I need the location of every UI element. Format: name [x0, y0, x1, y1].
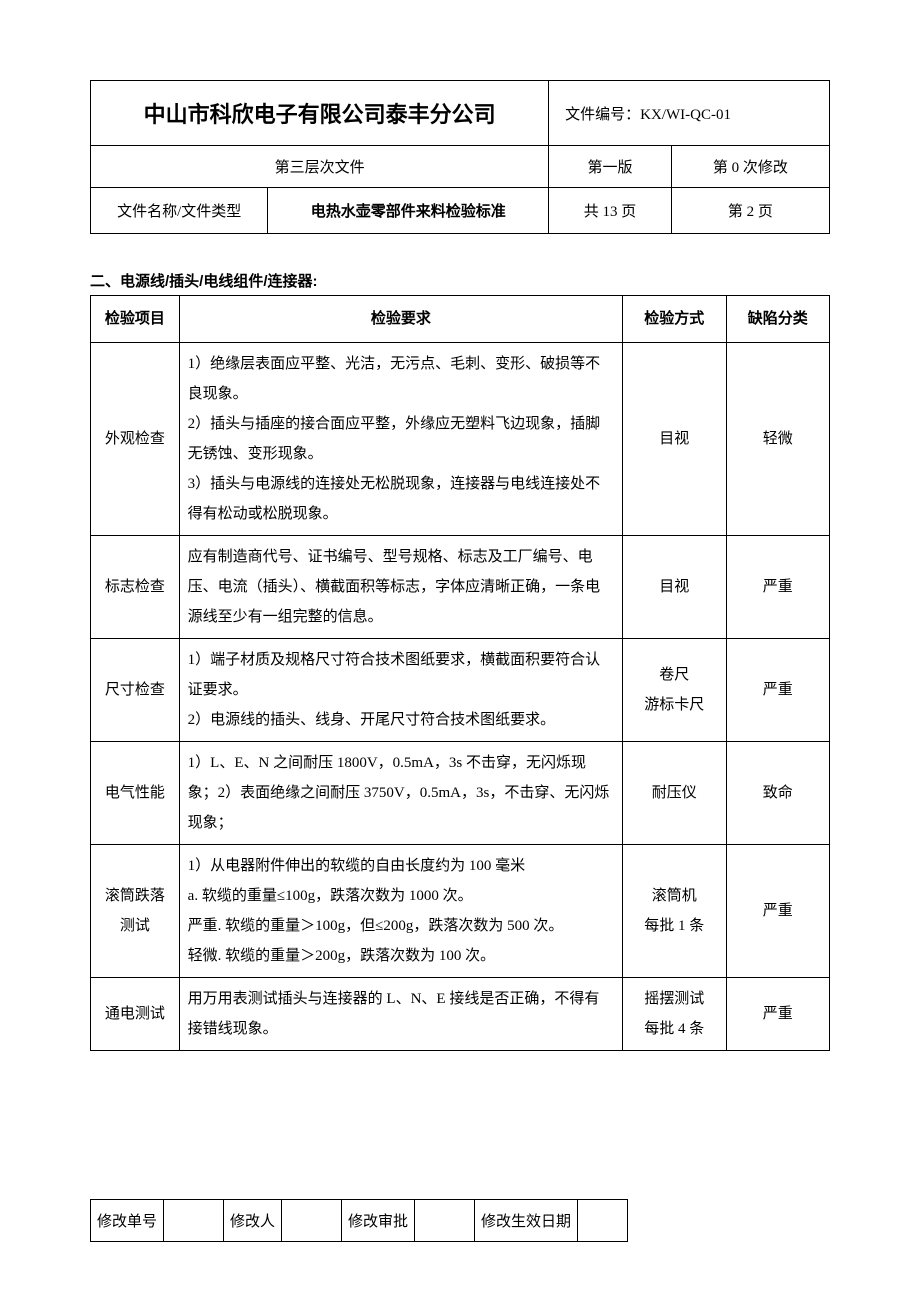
cell-method: 目视: [623, 343, 726, 536]
cell-defect: 严重: [726, 845, 829, 978]
cell-method: 卷尺 游标卡尺: [623, 639, 726, 742]
company-name: 中山市科欣电子有限公司泰丰分公司: [91, 81, 549, 146]
cell-requirement: 1）L、E、N 之间耐压 1800V，0.5mA，3s 不击穿，无闪烁现象；2）…: [179, 742, 622, 845]
cell-method: 摇摆测试 每批 4 条: [623, 978, 726, 1051]
cell-method: 滚筒机 每批 1 条: [623, 845, 726, 978]
table-row: 尺寸检查1）端子材质及规格尺寸符合技术图纸要求，横截面积要符合认证要求。 2）电…: [91, 639, 830, 742]
cell-method: 目视: [623, 536, 726, 639]
cell-item: 电气性能: [91, 742, 180, 845]
cell-requirement: 1）端子材质及规格尺寸符合技术图纸要求，横截面积要符合认证要求。 2）电源线的插…: [179, 639, 622, 742]
document-version: 第一版: [549, 146, 672, 188]
col-header-defect: 缺陷分类: [726, 296, 829, 343]
table-header-row: 检验项目 检验要求 检验方式 缺陷分类: [91, 296, 830, 343]
table-row: 滚筒跌落 测试1）从电器附件伸出的软缆的自由长度约为 100 毫米 a. 软缆的…: [91, 845, 830, 978]
cell-item: 尺寸检查: [91, 639, 180, 742]
cell-requirement: 用万用表测试插头与连接器的 L、N、E 接线是否正确，不得有接错线现象。: [179, 978, 622, 1051]
table-row: 通电测试用万用表测试插头与连接器的 L、N、E 接线是否正确，不得有接错线现象。…: [91, 978, 830, 1051]
cell-defect: 严重: [726, 536, 829, 639]
cell-defect: 轻微: [726, 343, 829, 536]
col-header-method: 检验方式: [623, 296, 726, 343]
cell-item: 滚筒跌落 测试: [91, 845, 180, 978]
cell-defect: 严重: [726, 639, 829, 742]
footer-mod-no-value: [164, 1200, 224, 1242]
document-level: 第三层次文件: [91, 146, 549, 188]
cell-defect: 致命: [726, 742, 829, 845]
col-header-requirement: 检验要求: [179, 296, 622, 343]
table-row: 标志检查应有制造商代号、证书编号、型号规格、标志及工厂编号、电压、电流（插头）、…: [91, 536, 830, 639]
cell-method: 耐压仪: [623, 742, 726, 845]
footer-mod-date-value: [578, 1200, 628, 1242]
cell-requirement: 1）从电器附件伸出的软缆的自由长度约为 100 毫米 a. 软缆的重量≤100g…: [179, 845, 622, 978]
filetype-value: 电热水壶零部件来料检验标准: [268, 188, 549, 234]
cell-requirement: 1）绝缘层表面应平整、光洁，无污点、毛刺、变形、破损等不良现象。 2）插头与插座…: [179, 343, 622, 536]
footer-mod-person-value: [282, 1200, 342, 1242]
inspection-table: 检验项目 检验要求 检验方式 缺陷分类 外观检查1）绝缘层表面应平整、光洁，无污…: [90, 295, 830, 1051]
cell-defect: 严重: [726, 978, 829, 1051]
footer-mod-date-label: 修改生效日期: [475, 1200, 578, 1242]
current-page: 第 2 页: [671, 188, 829, 234]
filetype-label: 文件名称/文件类型: [91, 188, 268, 234]
table-body: 外观检查1）绝缘层表面应平整、光洁，无污点、毛刺、变形、破损等不良现象。 2）插…: [91, 343, 830, 1051]
footer-signature-table: 修改单号 修改人 修改审批 修改生效日期: [90, 1199, 628, 1242]
total-pages: 共 13 页: [549, 188, 672, 234]
table-row: 电气性能1）L、E、N 之间耐压 1800V，0.5mA，3s 不击穿，无闪烁现…: [91, 742, 830, 845]
cell-requirement: 应有制造商代号、证书编号、型号规格、标志及工厂编号、电压、电流（插头）、横截面积…: [179, 536, 622, 639]
cell-item: 标志检查: [91, 536, 180, 639]
section-title: 二、电源线/插头/电线组件/连接器:: [90, 270, 830, 291]
document-number: 文件编号：KX/WI-QC-01: [549, 81, 830, 146]
table-row: 外观检查1）绝缘层表面应平整、光洁，无污点、毛刺、变形、破损等不良现象。 2）插…: [91, 343, 830, 536]
document-revision: 第 0 次修改: [671, 146, 829, 188]
cell-item: 外观检查: [91, 343, 180, 536]
col-header-item: 检验项目: [91, 296, 180, 343]
footer-mod-approve-label: 修改审批: [342, 1200, 415, 1242]
cell-item: 通电测试: [91, 978, 180, 1051]
footer-mod-person-label: 修改人: [224, 1200, 282, 1242]
footer-mod-approve-value: [415, 1200, 475, 1242]
document-header-table: 中山市科欣电子有限公司泰丰分公司 文件编号：KX/WI-QC-01 第三层次文件…: [90, 80, 830, 234]
footer-mod-no-label: 修改单号: [91, 1200, 164, 1242]
